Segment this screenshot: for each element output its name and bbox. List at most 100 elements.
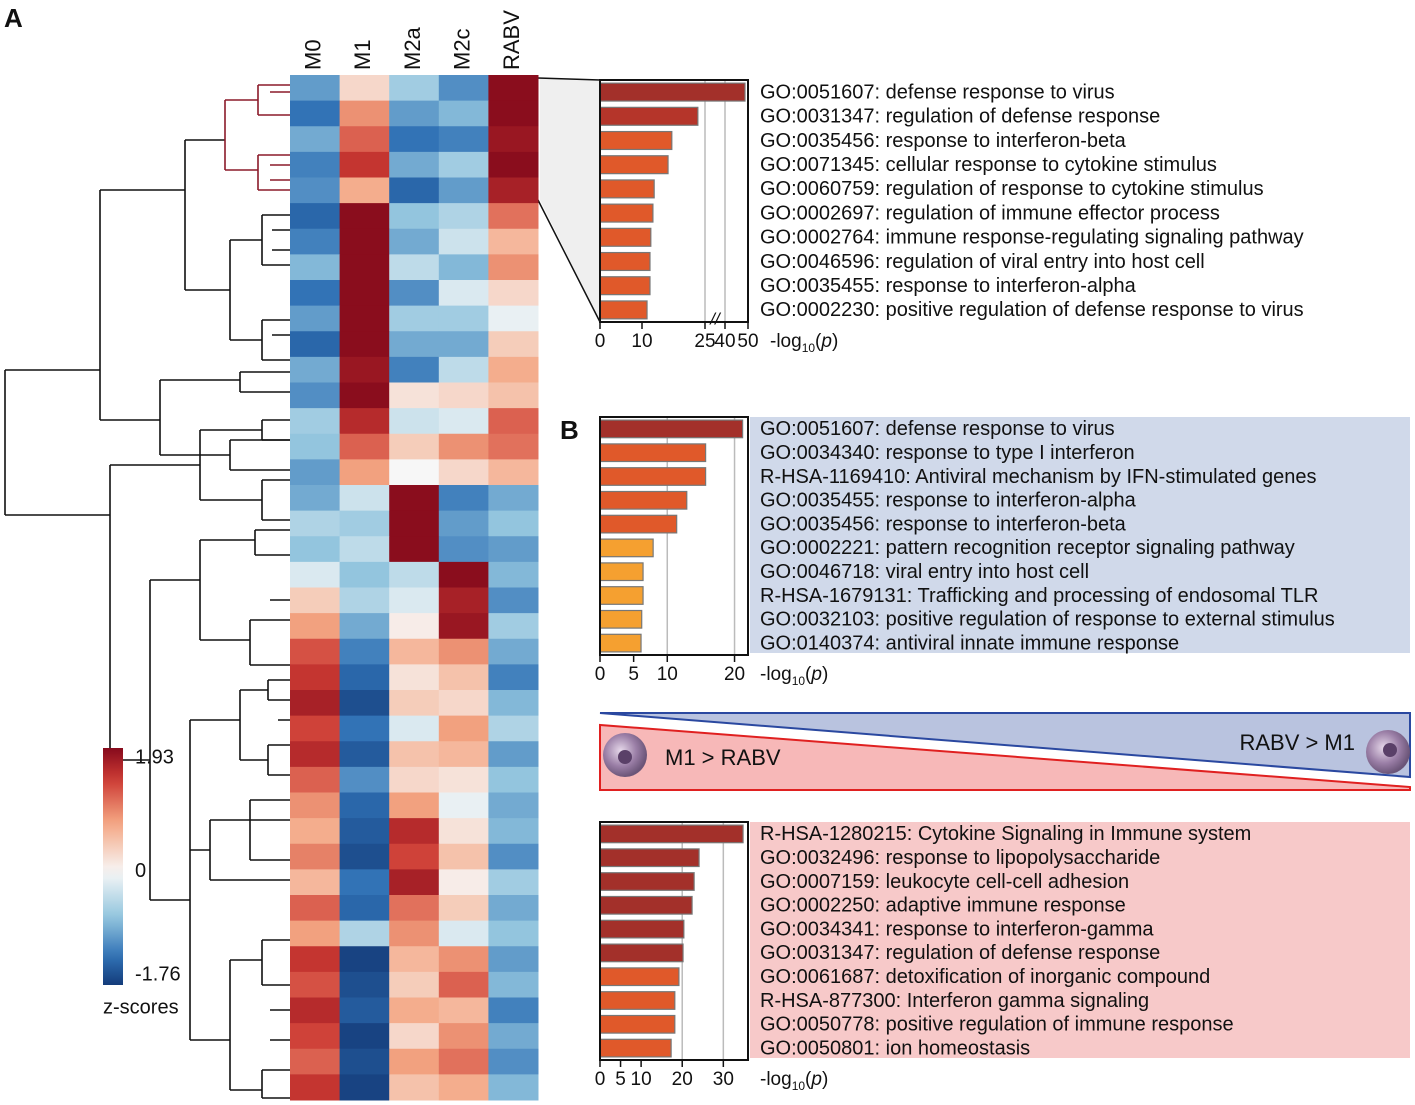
colorbar-tick-label: 1.93 bbox=[135, 746, 174, 768]
heatmap-cell bbox=[290, 946, 341, 973]
heatmap-cell bbox=[389, 741, 440, 768]
heatmap-cell bbox=[339, 997, 390, 1024]
heatmap-cell bbox=[438, 920, 489, 947]
heatmap-cell bbox=[488, 382, 539, 409]
term-background bbox=[750, 822, 1410, 1058]
heatmap-cell bbox=[339, 843, 390, 870]
x-axis-label-part: ) bbox=[822, 664, 828, 685]
bar bbox=[599, 179, 655, 199]
heatmap-cell bbox=[389, 587, 440, 614]
contrast-label: RABV > M1 bbox=[1239, 730, 1355, 755]
heatmap-cell bbox=[339, 715, 390, 742]
heatmap-cell bbox=[389, 459, 440, 486]
heatmap-cell bbox=[339, 792, 390, 819]
term-label: GO:0031347: regulation of defense respon… bbox=[760, 106, 1160, 128]
x-axis-label-part: ( bbox=[805, 664, 812, 685]
heatmap-cell bbox=[339, 536, 390, 563]
heatmap-cell bbox=[339, 203, 390, 230]
term-label: GO:0071345: cellular response to cytokin… bbox=[760, 154, 1217, 176]
heatmap-cell bbox=[290, 869, 341, 896]
heatmap-cell bbox=[389, 766, 440, 793]
heatmap-cell bbox=[488, 203, 539, 230]
heatmap-cell bbox=[290, 818, 341, 845]
heatmap-cell bbox=[389, 177, 440, 204]
bar bbox=[599, 991, 676, 1010]
heatmap-cell bbox=[290, 920, 341, 947]
heatmap-cell bbox=[488, 818, 539, 845]
heatmap-cell bbox=[389, 946, 440, 973]
bar bbox=[599, 82, 746, 102]
heatmap-cell bbox=[290, 587, 341, 614]
x-axis-label-part: p bbox=[810, 664, 822, 685]
heatmap-cell bbox=[488, 690, 539, 717]
heatmap-cell bbox=[389, 869, 440, 896]
heatmap-cell bbox=[488, 766, 539, 793]
bar bbox=[599, 586, 644, 605]
heatmap-cell bbox=[438, 613, 489, 640]
contrast-banner bbox=[599, 712, 1411, 791]
heatmap-cell bbox=[290, 382, 341, 409]
heatmap-cell bbox=[438, 715, 489, 742]
zoom-lines bbox=[537, 77, 601, 323]
term-label: GO:0051607: defense response to virus bbox=[760, 418, 1115, 440]
heatmap-cell bbox=[488, 638, 539, 665]
heatmap-cell bbox=[438, 741, 489, 768]
heatmap-cell bbox=[389, 126, 440, 153]
dendrogram bbox=[4, 84, 290, 1099]
heatmap-cell bbox=[488, 177, 539, 204]
heatmap-cell bbox=[389, 561, 440, 588]
heatmap-cell bbox=[389, 792, 440, 819]
heatmap-cell bbox=[488, 971, 539, 998]
heatmap-cell bbox=[339, 741, 390, 768]
heatmap-cell bbox=[488, 843, 539, 870]
x-axis-label-part: 10 bbox=[792, 674, 806, 688]
heatmap-cell bbox=[488, 946, 539, 973]
heatmap-cell bbox=[290, 1074, 341, 1101]
colorbar-tick-label: 0 bbox=[135, 860, 146, 882]
bar bbox=[599, 872, 695, 891]
heatmap-cell bbox=[488, 510, 539, 537]
column-label: RABV bbox=[499, 10, 524, 70]
heatmap-cell bbox=[290, 895, 341, 922]
term-label: GO:0035455: response to interferon-alpha bbox=[760, 275, 1137, 297]
heatmap-cell bbox=[290, 766, 341, 793]
heatmap-cell bbox=[438, 1074, 489, 1101]
heatmap-cell bbox=[290, 459, 341, 486]
contrast-label: M1 > RABV bbox=[665, 745, 781, 770]
heatmap-cell bbox=[389, 408, 440, 435]
term-label: GO:0007159: leukocyte cell-cell adhesion bbox=[760, 871, 1129, 893]
heatmap-cell bbox=[389, 638, 440, 665]
heatmap-cell bbox=[339, 151, 390, 178]
heatmap-cell bbox=[290, 433, 341, 460]
heatmap-cell bbox=[389, 971, 440, 998]
heatmap-cell bbox=[389, 1023, 440, 1050]
heatmap-cell bbox=[438, 331, 489, 358]
heatmap-cell bbox=[488, 100, 539, 127]
x-axis-label: -log10(p) bbox=[760, 1069, 828, 1093]
x-tick-label: 0 bbox=[595, 664, 606, 685]
heatmap-cell bbox=[290, 485, 341, 512]
bar bbox=[599, 538, 654, 558]
bar bbox=[599, 895, 693, 915]
heatmap-cell bbox=[339, 946, 390, 973]
heatmap-cell bbox=[488, 587, 539, 614]
bar bbox=[599, 633, 642, 653]
heatmap-cell bbox=[339, 382, 390, 409]
heatmap-cell bbox=[339, 766, 390, 793]
heatmap-cell bbox=[389, 331, 440, 358]
heatmap-cell bbox=[290, 613, 341, 640]
heatmap-cell bbox=[389, 1074, 440, 1101]
x-tick-label: 40 bbox=[714, 331, 735, 352]
term-label: GO:0035456: response to interferon-beta bbox=[760, 513, 1127, 535]
heatmap-cell bbox=[389, 151, 440, 178]
heatmap-cell bbox=[339, 408, 390, 435]
bar bbox=[599, 967, 680, 987]
x-tick-label: 5 bbox=[628, 664, 639, 685]
heatmap-cell bbox=[389, 305, 440, 332]
term-label: GO:0002221: pattern recognition receptor… bbox=[760, 537, 1295, 559]
plot-frame bbox=[599, 416, 749, 656]
heatmap-cell bbox=[389, 690, 440, 717]
plot-frame bbox=[599, 79, 749, 323]
heatmap-cell bbox=[488, 613, 539, 640]
heatmap-cell bbox=[488, 1023, 539, 1050]
